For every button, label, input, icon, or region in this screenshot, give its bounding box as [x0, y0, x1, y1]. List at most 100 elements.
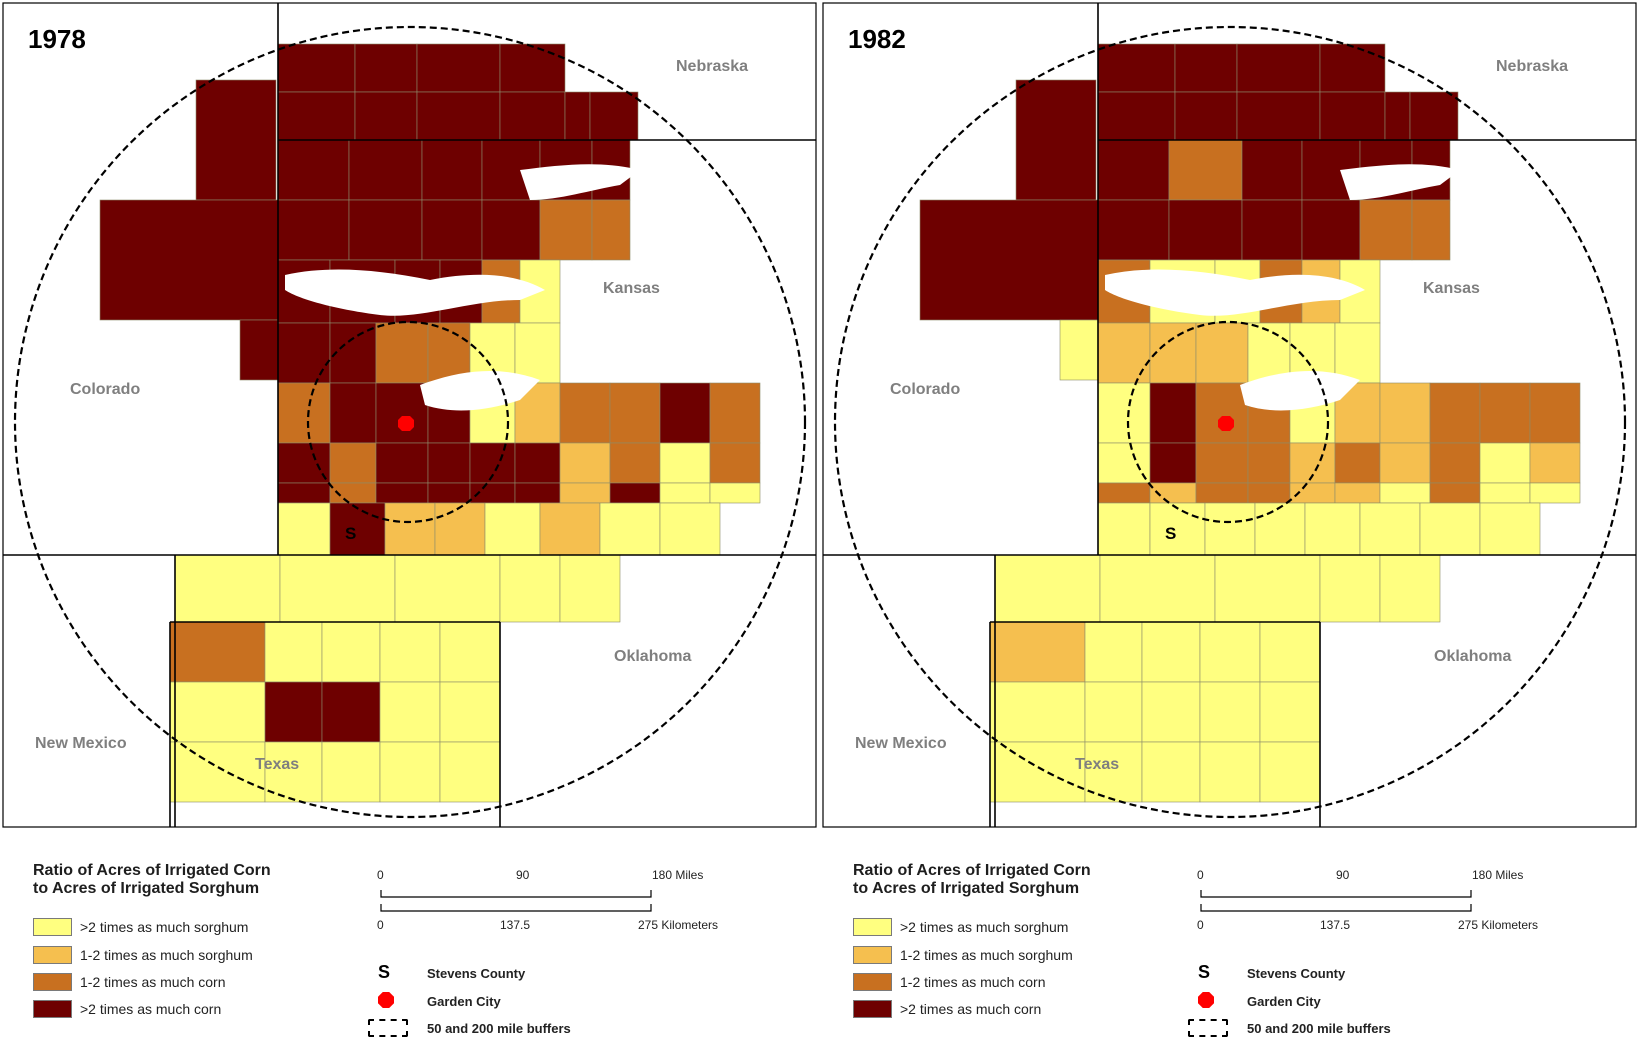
county-cell — [1247, 322, 1291, 384]
county-cell — [1479, 382, 1531, 444]
scale-tick: 0 — [377, 918, 384, 932]
county-cell — [514, 322, 561, 384]
county-cell — [1097, 43, 1176, 93]
county-cell — [1289, 482, 1336, 504]
county-cell — [514, 482, 561, 504]
county-cell — [348, 139, 423, 201]
county-cell — [499, 43, 566, 93]
county-cell — [709, 482, 761, 504]
county-cell — [1097, 502, 1151, 556]
county-cell — [1195, 442, 1249, 484]
buffer-200-mile — [13, 25, 807, 819]
no-data-area — [1105, 269, 1365, 316]
county-cell — [1084, 741, 1143, 803]
map-year: 1982 — [848, 24, 906, 54]
county-cell — [329, 502, 386, 556]
garden-city-legend-label: Garden City — [1247, 994, 1321, 1009]
county-cell — [1141, 681, 1201, 743]
legend-label: >2 times as much corn — [80, 1001, 222, 1017]
scale-tick: 137.5 — [500, 918, 531, 932]
county-cell — [277, 382, 331, 444]
garden-city-marker — [398, 416, 414, 431]
stevens-legend-symbol: S — [378, 962, 391, 982]
county-cell — [1409, 91, 1459, 141]
county-cell — [1149, 382, 1197, 444]
state-boundaries — [3, 3, 816, 827]
county-cell — [1247, 442, 1291, 484]
county-cell — [329, 322, 377, 384]
state-label-nebraska: Nebraska — [676, 58, 748, 75]
county-cell — [1334, 442, 1381, 484]
county-cell — [99, 199, 279, 321]
legend-item: >2 times as much corn — [853, 1000, 1153, 1022]
county-cell — [1199, 621, 1261, 683]
county-cell — [1259, 681, 1321, 743]
county-cell — [379, 681, 441, 743]
legend-item: 1-2 times as much corn — [33, 973, 333, 995]
scale-bar-km — [380, 904, 652, 912]
map-panel-1978: 1978 Nebraska Kansas Colorado Oklahoma N… — [2, 2, 817, 1037]
county-cell — [1259, 621, 1321, 683]
scale-tick: 275 Kilometers — [1458, 918, 1539, 932]
buffers-legend-label: 50 and 200 mile buffers — [427, 1021, 571, 1036]
scale-tick: 90 — [516, 868, 530, 882]
county-cell — [375, 382, 429, 444]
red-octagon-icon — [378, 992, 394, 1008]
county-cell — [1168, 199, 1243, 261]
no-data-area — [1240, 370, 1360, 411]
county-cell — [1247, 482, 1291, 504]
county-cell — [1059, 319, 1099, 381]
county-cell — [277, 322, 331, 384]
legend-swatch — [33, 946, 72, 964]
county-cell — [1174, 43, 1238, 93]
scale-tick: 180 Miles — [652, 868, 704, 882]
state-label-kansas: Kansas — [1423, 280, 1480, 297]
county-cell — [277, 91, 356, 141]
county-cell — [1149, 442, 1197, 484]
county-cell — [589, 91, 639, 141]
county-cell — [279, 554, 396, 623]
red-octagon-icon — [1198, 992, 1214, 1008]
county-cell — [609, 482, 661, 504]
legend-item: >2 times as much corn — [33, 1000, 333, 1022]
county-cell — [329, 382, 377, 444]
county-cell — [469, 482, 516, 504]
county-cell — [427, 442, 471, 484]
scale-tick: 275 Kilometers — [638, 918, 719, 932]
county-cell — [1149, 322, 1197, 384]
legend-item: >2 times as much sorghum — [33, 918, 333, 940]
buffer-50-mile — [1126, 320, 1330, 524]
state-label-new-mexico: New Mexico — [35, 735, 127, 752]
map-frame: 1982 Nebraska Kansas Colorado Oklahoma N… — [822, 2, 1637, 828]
scale-bar-miles — [380, 890, 652, 898]
county-cell — [1384, 91, 1411, 141]
county-cell — [1214, 554, 1321, 623]
scale-tick: 180 Miles — [1472, 868, 1524, 882]
no-data-area — [285, 269, 545, 316]
county-cell — [659, 482, 711, 504]
state-label-kansas: Kansas — [603, 280, 660, 297]
county-cell — [421, 139, 483, 201]
stevens-county-marker: S — [345, 524, 356, 543]
county-cell — [659, 442, 711, 484]
county-cell — [609, 442, 661, 484]
county-cell — [1015, 79, 1097, 201]
county-cell — [1301, 199, 1361, 261]
county-cell — [1254, 502, 1306, 556]
legend-label: 1-2 times as much sorghum — [900, 947, 1073, 963]
county-cell — [514, 442, 561, 484]
stevens-legend-label: Stevens County — [427, 966, 526, 981]
county-cell — [379, 621, 441, 683]
county-cell — [481, 199, 541, 261]
state-label-nebraska: Nebraska — [1496, 58, 1568, 75]
county-cell — [1479, 442, 1531, 484]
stevens-legend-symbol: S — [1198, 962, 1211, 982]
map-panel-1982: 1982 Nebraska Kansas Colorado Oklahoma N… — [820, 0, 1640, 1056]
county-cell — [1379, 442, 1431, 484]
county-cell — [919, 199, 1099, 321]
county-cell — [499, 91, 566, 141]
county-cell — [416, 91, 501, 141]
county-cell — [1097, 482, 1151, 504]
county-cell — [427, 482, 471, 504]
county-cell — [1241, 199, 1303, 261]
